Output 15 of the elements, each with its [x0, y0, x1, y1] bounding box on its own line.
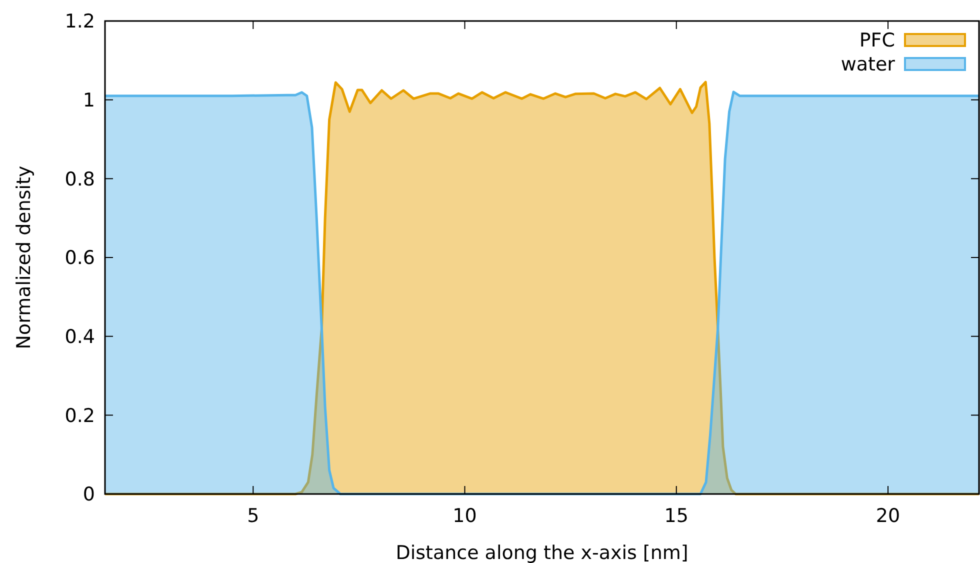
y-tick-label: 0.2 — [64, 404, 95, 427]
y-tick-label: 1 — [82, 89, 95, 112]
x-tick-label: 10 — [452, 505, 477, 527]
y-tick-label: 0.4 — [64, 326, 95, 348]
x-tick-label: 15 — [664, 505, 688, 527]
legend-label: PFC — [859, 30, 895, 52]
y-tick-label: 1.2 — [64, 10, 95, 33]
x-tick-label: 20 — [876, 505, 900, 527]
legend-label: water — [840, 54, 896, 76]
y-tick-label: 0 — [82, 484, 95, 506]
y-tick-label: 0.8 — [64, 168, 95, 190]
x-axis-title: Distance along the x-axis [nm] — [396, 542, 688, 563]
y-tick-label: 0.6 — [64, 247, 95, 270]
x-tick-label: 5 — [247, 505, 260, 527]
y-axis-title: Normalized density — [13, 166, 35, 350]
